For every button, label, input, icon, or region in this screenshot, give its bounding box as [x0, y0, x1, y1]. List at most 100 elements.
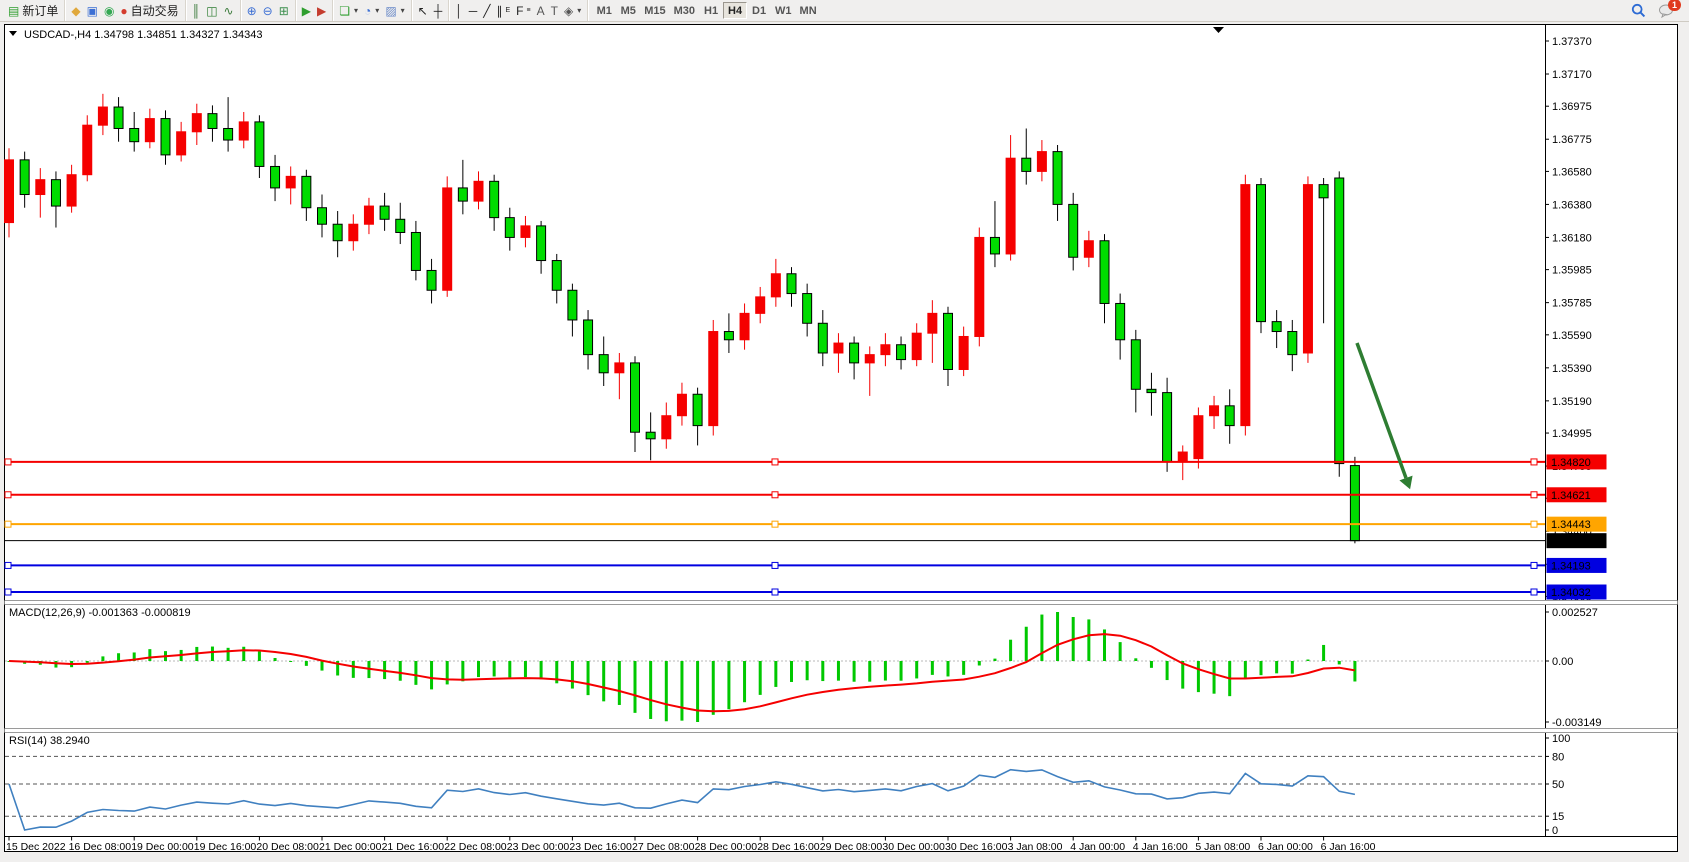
- timeframe-H1[interactable]: H1: [699, 2, 723, 19]
- candle-body: [864, 354, 875, 364]
- search-icon[interactable]: [1628, 1, 1649, 20]
- line-handle[interactable]: [4, 561, 12, 569]
- crosshair-button[interactable]: ┼: [431, 1, 446, 20]
- macd-histogram-bar: [242, 646, 246, 661]
- candle-body: [802, 293, 813, 324]
- rsi-axis-label: 15: [1552, 811, 1564, 823]
- macd-histogram-bar: [398, 661, 402, 681]
- macd-histogram-bar: [1337, 661, 1341, 665]
- template-button[interactable]: ▨ ▾: [382, 1, 407, 20]
- line-handle[interactable]: [1530, 458, 1538, 466]
- time-tick-label: 30 Dec 16:00: [945, 841, 1008, 853]
- macd-histogram-bar: [570, 661, 574, 689]
- line-handle[interactable]: [4, 520, 12, 528]
- autotrading-icon: ●: [120, 3, 128, 18]
- line-chart-button[interactable]: ∿: [221, 1, 237, 20]
- time-tick-label: 19 Dec 16:00: [194, 841, 257, 853]
- line-handle[interactable]: [1530, 520, 1538, 528]
- text-button[interactable]: A: [534, 1, 548, 20]
- vertical-line-icon: │: [455, 3, 463, 18]
- price-tick-label: 1.36975: [1552, 101, 1592, 113]
- line-handle[interactable]: [1530, 561, 1538, 569]
- line-handle[interactable]: [4, 458, 12, 466]
- signals-button[interactable]: ◉: [101, 1, 117, 20]
- line-handle[interactable]: [771, 561, 779, 569]
- trendline-button[interactable]: ╱: [480, 1, 493, 20]
- timeframe-M5[interactable]: M5: [616, 2, 640, 19]
- scroll-position-marker: [1213, 27, 1224, 33]
- line-handle[interactable]: [4, 588, 12, 596]
- market-watch-button[interactable]: ◆: [68, 1, 83, 20]
- shapes-button[interactable]: ◈ ▾: [561, 1, 584, 20]
- time-tick-label: 30 Dec 00:00: [882, 841, 945, 853]
- timeframe-D1[interactable]: D1: [747, 2, 771, 19]
- line-handle[interactable]: [771, 588, 779, 596]
- zoom-in-button[interactable]: ⊕: [244, 1, 260, 20]
- line-handle[interactable]: [4, 491, 12, 499]
- time-tick-label: 15 Dec 2022: [6, 841, 66, 853]
- toolbar-group: ◆ ▣ ◉ ● 自动交易: [65, 0, 186, 21]
- timeframe-M15[interactable]: M15: [640, 2, 669, 19]
- line-handle[interactable]: [771, 458, 779, 466]
- macd-histogram-bar: [946, 661, 950, 677]
- candle-body: [1036, 151, 1047, 172]
- macd-histogram-bar: [821, 661, 825, 682]
- auto-scroll-button[interactable]: ▶: [299, 1, 314, 20]
- chat-icon[interactable]: 1: [1655, 0, 1681, 20]
- timeframe-W1[interactable]: W1: [771, 2, 796, 19]
- time-tick-label: 16 Dec 08:00: [69, 841, 132, 853]
- macd-histogram-bar: [649, 661, 653, 719]
- line-handle[interactable]: [771, 520, 779, 528]
- macd-histogram-bar: [1212, 661, 1216, 694]
- timeframe-M30[interactable]: M30: [670, 2, 699, 19]
- macd-histogram-bar: [226, 647, 230, 661]
- line-handle[interactable]: [1530, 491, 1538, 499]
- toolbar-group: ▤ 新订单: [2, 0, 66, 21]
- autotrading-button[interactable]: ● 自动交易: [117, 1, 181, 20]
- panel-splitter[interactable]: [4, 728, 1678, 733]
- new-chart-button[interactable]: ❏ ▾: [336, 1, 361, 20]
- line-handle[interactable]: [771, 491, 779, 499]
- macd-histogram-bar: [1275, 661, 1279, 674]
- candle-body: [1177, 451, 1188, 463]
- macd-histogram-bar: [1040, 614, 1044, 661]
- periods-button[interactable]: ◔ ▾: [361, 1, 382, 20]
- candle-body: [160, 118, 171, 156]
- data-window-button[interactable]: ▣: [84, 1, 101, 20]
- fibonacci-button[interactable]: F ≡: [513, 1, 533, 20]
- macd-histogram-bar: [273, 658, 277, 661]
- macd-axis-label: 0.002527: [1552, 607, 1598, 619]
- new-order-button[interactable]: ▤ 新订单: [5, 1, 61, 20]
- candle-body: [614, 362, 625, 374]
- time-tick-label: 4 Jan 16:00: [1133, 841, 1188, 853]
- toolbar-group: ║ ◫ ∿: [186, 0, 241, 21]
- chart-window[interactable]: [4, 24, 1678, 852]
- macd-axis-label: -0.003149: [1552, 717, 1602, 729]
- time-tick-label: 23 Dec 16:00: [569, 841, 632, 853]
- macd-histogram-bar: [758, 661, 762, 695]
- timeframe-M1[interactable]: M1: [592, 2, 616, 19]
- timeframe-H4[interactable]: H4: [723, 2, 748, 19]
- panel-splitter[interactable]: [4, 600, 1678, 605]
- text-label-button[interactable]: T: [548, 1, 561, 20]
- macd-histogram-bar: [1118, 642, 1122, 661]
- line-handle[interactable]: [1530, 588, 1538, 596]
- vertical-line-button[interactable]: │: [452, 1, 466, 20]
- candle-body: [363, 205, 374, 225]
- channel-button[interactable]: ∥ E: [494, 1, 514, 20]
- cursor-button[interactable]: ↖: [415, 1, 431, 20]
- horizontal-line-button[interactable]: ─: [466, 1, 481, 20]
- symbol-dropdown-icon[interactable]: [9, 31, 17, 36]
- zoom-out-button[interactable]: ⊖: [260, 1, 276, 20]
- timeframe-MN[interactable]: MN: [796, 2, 821, 19]
- dropdown-caret-icon: ▾: [354, 6, 359, 15]
- chart-shift-button[interactable]: ▶: [314, 1, 329, 20]
- trend-arrow[interactable]: [1355, 342, 1408, 479]
- macd-histogram-bar: [1196, 661, 1200, 693]
- tile-windows-button[interactable]: ⊞: [276, 1, 292, 20]
- candlestick-chart-button[interactable]: ◫: [203, 1, 220, 20]
- candle-body: [1318, 184, 1329, 199]
- bar-chart-button[interactable]: ║: [189, 1, 204, 20]
- candle-body: [19, 159, 30, 196]
